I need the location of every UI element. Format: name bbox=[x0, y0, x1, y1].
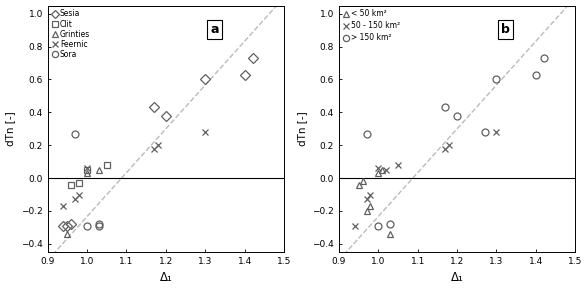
Text: a: a bbox=[210, 23, 219, 36]
X-axis label: Δ₁: Δ₁ bbox=[450, 271, 463, 284]
Text: b: b bbox=[501, 23, 510, 36]
Legend: Sesia, Clit, Grinties, Feernic, Sora: Sesia, Clit, Grinties, Feernic, Sora bbox=[50, 8, 92, 61]
X-axis label: Δ₁: Δ₁ bbox=[159, 271, 172, 284]
Y-axis label: dTn [-]: dTn [-] bbox=[297, 111, 307, 146]
Legend: < 50 km², 50 - 150 km², > 150 km²: < 50 km², 50 - 150 km², > 150 km² bbox=[341, 8, 402, 44]
Y-axis label: dTn [-]: dTn [-] bbox=[5, 111, 15, 146]
